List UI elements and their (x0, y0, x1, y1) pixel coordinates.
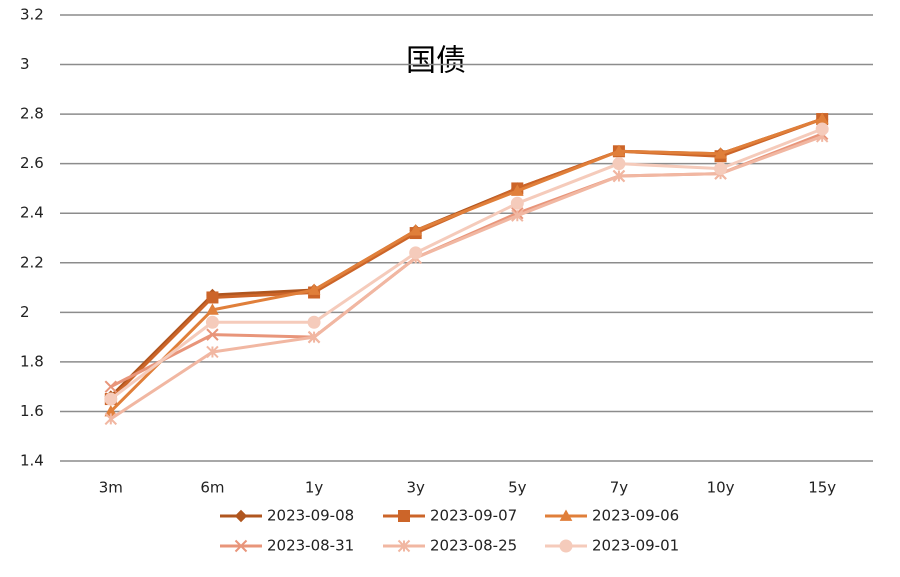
y-tick-label: 2.2 (20, 253, 44, 271)
legend-marker (559, 509, 573, 521)
data-point (612, 169, 626, 183)
legend-label: 2023-09-01 (592, 537, 679, 555)
legend-label: 2023-08-25 (430, 537, 517, 555)
y-tick-label: 1.8 (20, 352, 44, 370)
data-point (206, 345, 219, 359)
legend-label: 2023-08-31 (267, 537, 354, 555)
series-line (109, 135, 823, 421)
data-point (104, 412, 118, 426)
series-line (109, 117, 823, 413)
y-tick-label: 2.4 (20, 204, 44, 222)
data-point (307, 283, 321, 295)
x-tick-label: 15y (808, 479, 836, 497)
x-tick-label: 6m (200, 479, 224, 497)
x-tick-label: 5y (508, 479, 527, 497)
legend-marker (398, 510, 410, 522)
x-tick-label: 3m (99, 479, 123, 497)
data-point (206, 328, 219, 341)
data-point (714, 147, 727, 159)
data-point (409, 224, 423, 236)
data-point (714, 162, 728, 176)
x-tick-label: 7y (610, 479, 629, 497)
y-tick-label: 2.8 (20, 105, 44, 123)
legend-label: 2023-09-07 (430, 507, 517, 525)
legend-marker (559, 539, 573, 553)
y-tick-label: 3.2 (20, 6, 44, 24)
chart-title: 国债 (406, 44, 466, 79)
x-tick-label: 3y (406, 479, 425, 497)
data-point (307, 330, 321, 344)
y-tick-label: 3 (20, 55, 30, 73)
data-point (511, 209, 524, 222)
series-line (109, 127, 823, 401)
data-point (815, 122, 829, 136)
data-point (409, 246, 423, 260)
data-point (206, 291, 219, 304)
legend-marker (234, 509, 248, 523)
data-point (510, 184, 524, 196)
y-tick-label: 1.6 (20, 402, 44, 420)
y-tick-label: 1.4 (20, 452, 44, 470)
legend-marker (234, 539, 248, 553)
x-tick-label: 10y (707, 479, 735, 497)
data-point (307, 315, 321, 329)
y-tick-label: 2.6 (20, 154, 44, 172)
y-tick-label: 2 (20, 303, 30, 321)
data-point (612, 157, 626, 171)
legend-label: 2023-09-06 (592, 507, 679, 525)
data-point (510, 196, 524, 210)
legend-marker (397, 539, 411, 553)
legend-label: 2023-09-08 (267, 507, 354, 525)
data-point (104, 380, 118, 393)
x-tick-label: 1y (305, 479, 324, 497)
data-point (104, 392, 118, 406)
data-point (612, 144, 626, 157)
data-point (205, 315, 219, 329)
data-point (206, 303, 219, 315)
